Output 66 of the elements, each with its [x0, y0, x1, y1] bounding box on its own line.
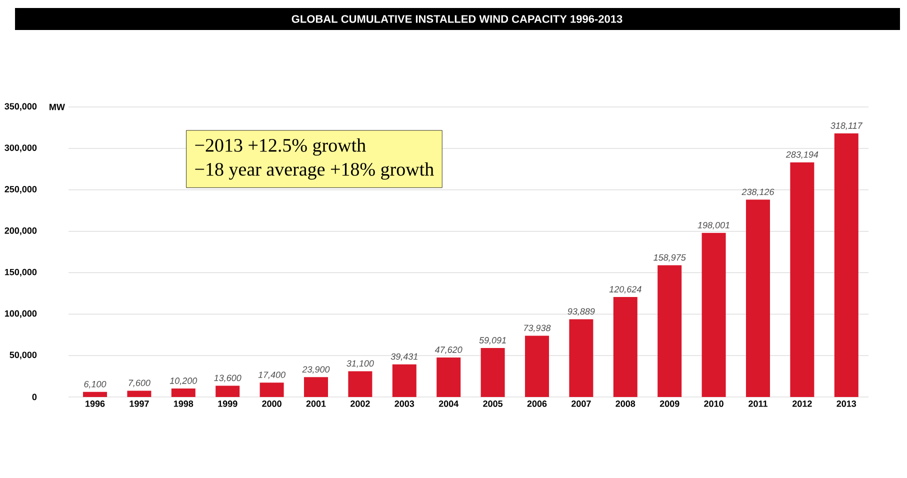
y-tick-label: 200,000 [4, 227, 37, 236]
annotation: −2013 +12.5% growth [195, 138, 366, 156]
annotation: −18 year average +18% growth [195, 162, 434, 180]
bar [304, 377, 328, 397]
x-tick-label: 2007 [571, 400, 591, 407]
data-label: 93,889 [568, 308, 595, 316]
bar [524, 336, 549, 397]
data-label: 59,091 [479, 337, 506, 344]
y-tick-label: 100,000 [4, 310, 37, 318]
chart-title: GLOBAL CUMULATIVE INSTALLED WIND CAPACITY 1996-2013 [292, 15, 622, 23]
data-label: 73,938 [524, 324, 551, 332]
data-label: 283,194 [786, 151, 818, 159]
x-tick-label: 2003 [394, 400, 414, 407]
bar [569, 319, 594, 397]
x-tick-label: 2009 [660, 400, 680, 407]
data-label: 198,001 [698, 222, 730, 230]
x-tick-label: 2012 [792, 400, 812, 407]
x-tick-label: 2005 [483, 400, 503, 407]
data-label: 238,126 [742, 188, 774, 196]
bar [658, 265, 682, 397]
bar [348, 371, 372, 397]
bar [480, 348, 505, 397]
y-tick-label: 350,000 [4, 103, 37, 111]
bar [834, 133, 858, 397]
data-label: 47,620 [434, 346, 462, 354]
bar [392, 364, 416, 397]
x-tick-label: 2011 [748, 400, 768, 407]
y-tick-label: 50,000 [10, 352, 37, 360]
x-tick-label: 1996 [86, 400, 105, 407]
x-tick-label: 2004 [438, 400, 459, 407]
bar [171, 388, 196, 397]
bar [83, 392, 108, 397]
data-label: 10,200 [170, 378, 198, 385]
bar [216, 386, 240, 397]
data-label: 6,100 [84, 380, 106, 388]
bar [746, 200, 770, 397]
y-tick-label: 300,000 [4, 144, 37, 152]
x-tick-label: 1998 [174, 400, 194, 407]
data-label: 158,975 [654, 254, 686, 262]
data-label: 23,900 [302, 366, 330, 374]
x-tick-label: 2001 [306, 400, 326, 407]
data-label: 13,600 [214, 374, 242, 382]
x-tick-label: 2010 [704, 400, 724, 407]
data-label: 17,400 [258, 372, 286, 380]
y-tick-label: 250,000 [4, 186, 37, 194]
data-label: 31,100 [346, 360, 374, 368]
bar [790, 162, 814, 397]
x-tick-label: 2008 [616, 400, 636, 407]
x-tick-label: 2013 [836, 400, 856, 407]
bar [702, 232, 726, 397]
data-label: 318,117 [830, 122, 863, 130]
x-tick-label: 1999 [218, 400, 238, 407]
y-tick-label: 0 [32, 394, 37, 400]
x-tick-label: 2002 [350, 400, 370, 407]
x-tick-label: 1997 [130, 400, 149, 407]
bar [260, 382, 284, 397]
x-tick-label: 2006 [527, 400, 547, 407]
y-tick-label: 150,000 [4, 268, 37, 277]
bar [613, 297, 638, 397]
bar [127, 390, 152, 397]
data-label: 39,431 [390, 353, 418, 361]
data-label: 7,600 [128, 380, 150, 388]
bar [436, 358, 461, 397]
y-axis-title: MW [50, 104, 65, 110]
data-label: 120,624 [609, 286, 642, 294]
x-tick-label: 2000 [262, 400, 282, 407]
